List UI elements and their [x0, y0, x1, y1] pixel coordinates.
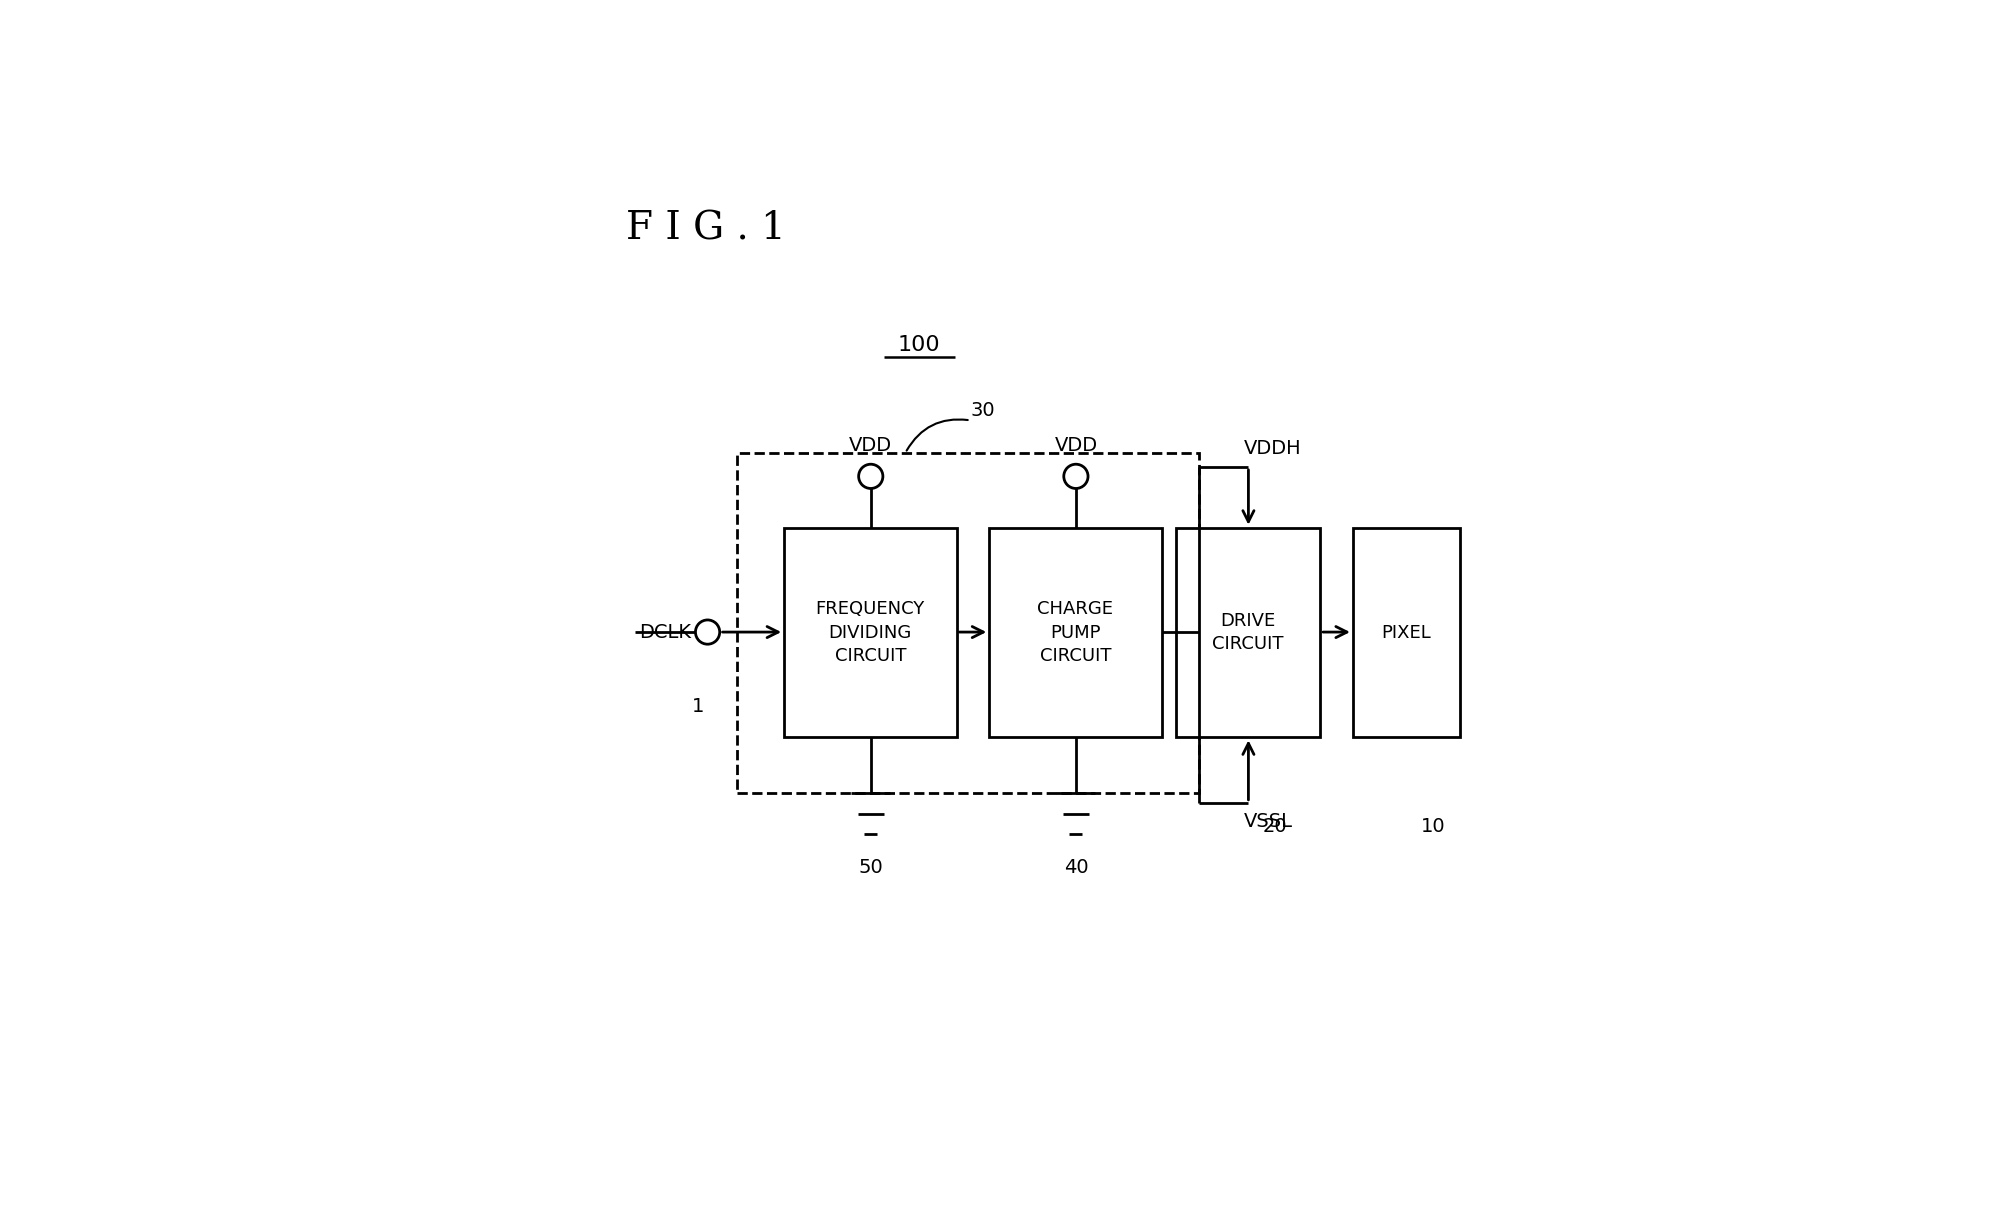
Text: DRIVE
CIRCUIT: DRIVE CIRCUIT	[1211, 612, 1284, 654]
Text: 10: 10	[1420, 816, 1445, 836]
Text: FREQUENCY
DIVIDING
CIRCUIT: FREQUENCY DIVIDING CIRCUIT	[815, 599, 926, 665]
Text: F I G . 1: F I G . 1	[626, 211, 785, 247]
Text: VDD: VDD	[1054, 436, 1097, 455]
Bar	[1352, 528, 1461, 737]
Text: VSSL: VSSL	[1243, 813, 1294, 831]
Text: 100: 100	[897, 335, 940, 355]
Text: 20: 20	[1262, 816, 1288, 836]
Text: 40: 40	[1064, 857, 1088, 877]
Bar	[990, 528, 1161, 737]
Bar	[738, 453, 1199, 793]
Text: VDD: VDD	[849, 436, 893, 455]
Text: PIXEL: PIXEL	[1382, 624, 1431, 642]
Text: 30: 30	[970, 401, 996, 420]
Text: 1: 1	[692, 698, 704, 717]
Text: 50: 50	[859, 857, 883, 877]
Text: DCLK: DCLK	[638, 622, 690, 642]
Text: VDDH: VDDH	[1243, 438, 1302, 458]
Text: CHARGE
PUMP
CIRCUIT: CHARGE PUMP CIRCUIT	[1038, 599, 1113, 665]
Bar	[1175, 528, 1320, 737]
Bar	[785, 528, 956, 737]
